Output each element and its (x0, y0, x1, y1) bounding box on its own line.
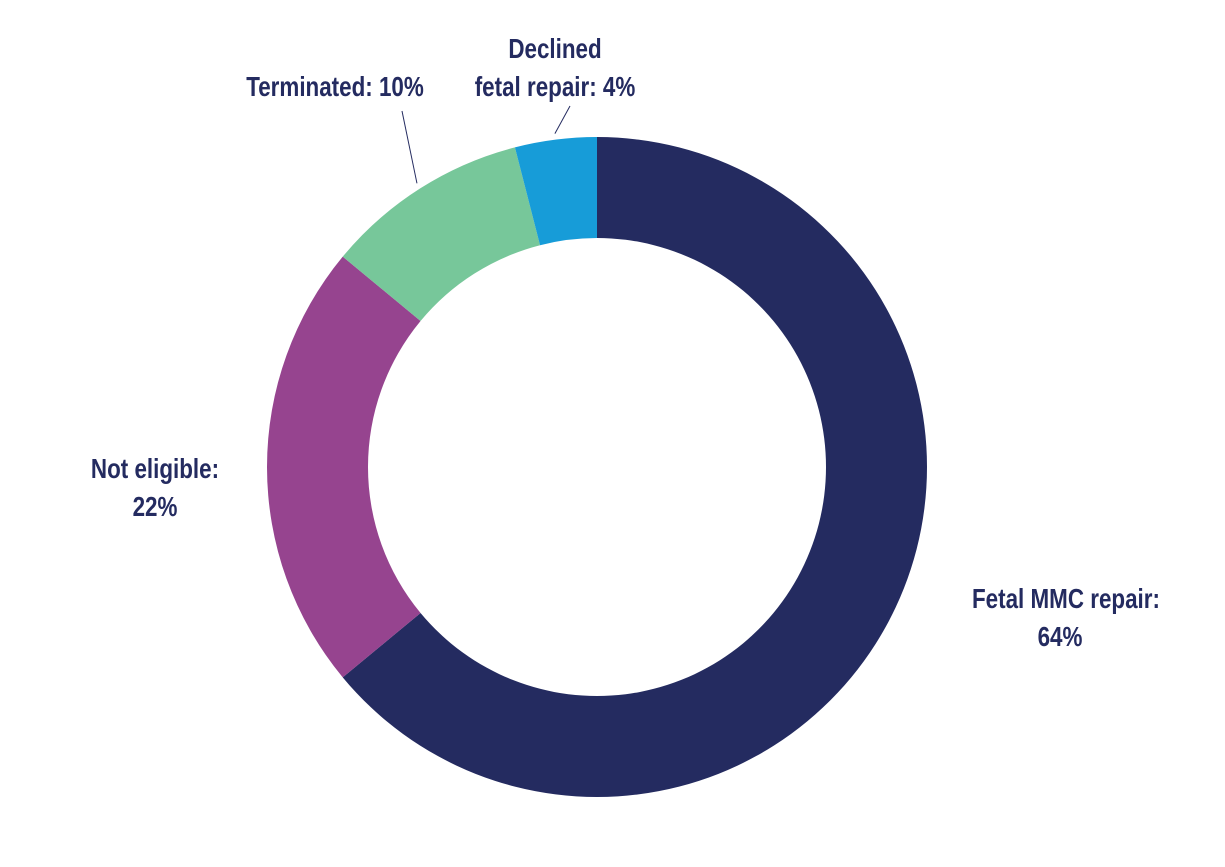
label-not-eligible-value: 22% (132, 491, 178, 522)
leader-line-terminated (401, 110, 418, 184)
label-terminated-text: Terminated: 10% (246, 71, 424, 102)
slice-terminated (342, 147, 541, 322)
label-declined-value: fetal repair: 4% (474, 71, 636, 102)
label-fetal-mmc-repair: Fetal MMC repair: 64% (972, 580, 1160, 656)
label-terminated: Terminated: 10% (243, 68, 427, 106)
slice-not-eligible (266, 256, 421, 678)
label-not-eligible-name: Not eligible: (90, 453, 220, 484)
label-declined-fetal-repair: Declined fetal repair: 4% (471, 30, 639, 106)
leader-line-declined-fetal-repair (554, 105, 571, 134)
label-fetal-mmc-repair-value: 64% (1037, 621, 1083, 652)
label-fetal-mmc-repair-name: Fetal MMC repair: (972, 583, 1160, 614)
slice-declined-fetal-repair (514, 137, 597, 246)
label-declined-name: Declined (508, 33, 602, 64)
slice-fetal-mmc-repair (342, 137, 928, 798)
label-not-eligible: Not eligible: 22% (83, 450, 227, 526)
